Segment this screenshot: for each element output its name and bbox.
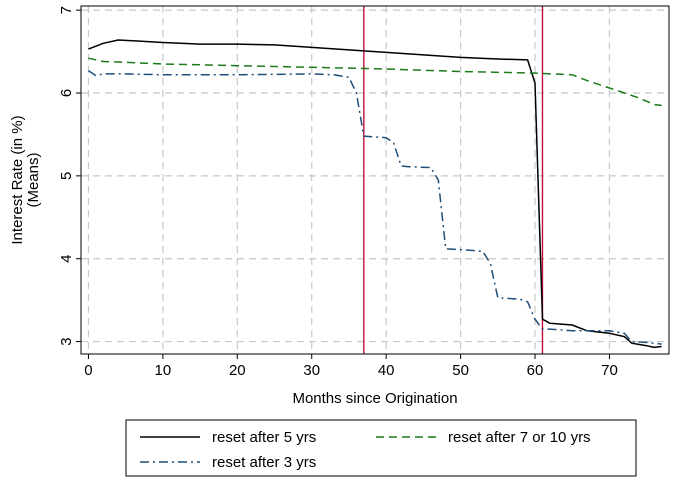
y-tick-label: 5 xyxy=(58,172,75,180)
series-line-1 xyxy=(88,57,662,107)
x-tick-label: 0 xyxy=(84,362,92,379)
x-tick-label: 70 xyxy=(601,362,618,379)
y-tick-label: 3 xyxy=(58,337,75,345)
x-tick-label: 40 xyxy=(378,362,395,379)
x-tick-label: 20 xyxy=(229,362,246,379)
y-tick-label: 6 xyxy=(58,89,75,97)
legend-box xyxy=(125,419,637,477)
series-line-2 xyxy=(87,69,662,345)
grid-layer xyxy=(81,6,669,354)
series-line-0 xyxy=(88,39,662,349)
x-tick-label: 10 xyxy=(155,362,172,379)
x-axis-ticks: 0 10 20 30 40 50 60 70 xyxy=(84,354,618,379)
x-axis-label: Months since Origination xyxy=(292,390,457,407)
y-tick-label: 7 xyxy=(58,6,75,14)
reference-lines xyxy=(363,6,544,354)
y-axis-label-line2: (Means) xyxy=(25,152,42,207)
y-tick-label: 4 xyxy=(58,255,75,263)
x-tick-label: 30 xyxy=(303,362,320,379)
y-axis-label-line1: Interest Rate (in %) xyxy=(9,115,26,244)
legend-label-reset-5yrs: reset after 5 yrs xyxy=(212,429,316,446)
legend: reset after 5 yrs reset after 7 or 10 yr… xyxy=(125,419,637,477)
legend-label-reset-7-10yrs: reset after 7 or 10 yrs xyxy=(448,429,591,446)
series-layer xyxy=(87,39,662,349)
y-axis-ticks: 3 4 5 6 7 xyxy=(58,6,81,346)
x-tick-label: 60 xyxy=(527,362,544,379)
legend-label-reset-3yrs: reset after 3 yrs xyxy=(212,454,316,471)
plot-frame xyxy=(80,5,670,355)
x-tick-label: 50 xyxy=(452,362,469,379)
